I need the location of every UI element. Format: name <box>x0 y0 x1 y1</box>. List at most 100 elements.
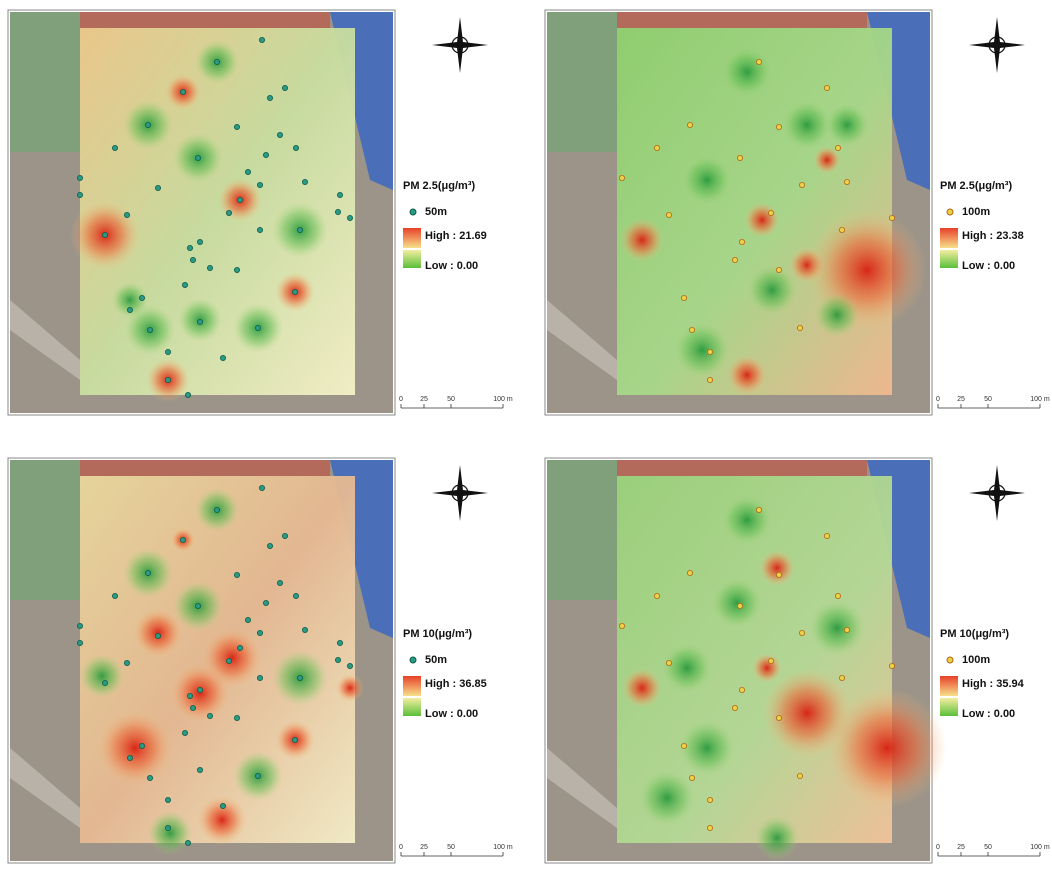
sensor-point <box>180 89 185 94</box>
sensor-point <box>190 705 195 710</box>
legend-low-ramp <box>403 698 421 716</box>
sensor-point <box>190 257 195 262</box>
sensor-point <box>245 617 250 622</box>
sensor-point <box>112 593 117 598</box>
scale-label: 50 <box>984 844 992 851</box>
aerial-green <box>547 460 617 600</box>
map-figure: PM 2.5(μg/m³)50mHigh : 21.69Low : 0.0002… <box>0 0 1052 866</box>
sensor-point <box>707 349 712 354</box>
sensor-point <box>187 693 192 698</box>
sensor-point <box>197 239 202 244</box>
sensor-point <box>257 182 262 187</box>
sensor-point <box>102 680 107 685</box>
legend-high-ramp <box>940 228 958 248</box>
hotspot <box>712 578 762 628</box>
sensor-point <box>797 773 802 778</box>
legend-high: High : 21.69 <box>425 230 487 242</box>
sensor-point <box>687 122 692 127</box>
sensor-point <box>182 730 187 735</box>
sensor-point <box>282 533 287 538</box>
map-panel: PM 2.5(μg/m³)100mHigh : 23.38Low : 0.000… <box>545 10 1050 415</box>
sensor-point <box>102 232 107 237</box>
sensor-point <box>145 122 150 127</box>
hotspot <box>727 355 767 395</box>
sensor-point <box>234 124 239 129</box>
roof-red <box>617 12 867 28</box>
sensor-point <box>165 349 170 354</box>
sensor-point <box>768 658 773 663</box>
hotspot <box>752 653 782 683</box>
sensor-point <box>689 327 694 332</box>
hotspot <box>809 600 865 656</box>
scale-label: 100 m <box>493 844 513 851</box>
sensor-point <box>180 537 185 542</box>
sensor-point <box>293 145 298 150</box>
hotspot <box>97 710 173 786</box>
sensor-point <box>155 185 160 190</box>
sensor-point <box>139 743 144 748</box>
sensor-point <box>257 630 262 635</box>
sensor-point <box>234 572 239 577</box>
hotspot <box>170 663 230 723</box>
sensor-point <box>267 95 272 100</box>
legend-sensor: 100m <box>962 206 990 218</box>
sensor-point <box>776 267 781 272</box>
sensor-point <box>112 145 117 150</box>
hotspot <box>148 811 192 855</box>
sensor-point <box>737 155 742 160</box>
sensor-point <box>214 507 219 512</box>
sensor-point <box>756 59 761 64</box>
scale-label: 25 <box>957 396 965 403</box>
sensor-point <box>237 197 242 202</box>
sensor-point <box>799 182 804 187</box>
sensor-point <box>739 687 744 692</box>
sensor-point <box>292 289 297 294</box>
hotspot <box>80 654 124 698</box>
sensor-point <box>147 775 152 780</box>
north-arrow <box>432 465 488 521</box>
sensor-point <box>234 715 239 720</box>
legend-high: High : 35.94 <box>962 678 1025 690</box>
sensor-point <box>165 377 170 382</box>
sensor-point <box>165 797 170 802</box>
hotspot <box>747 265 797 315</box>
legend-low-ramp <box>940 250 958 268</box>
scale-label: 0 <box>399 396 403 403</box>
north-arrow <box>432 17 488 73</box>
north-arrow-star <box>969 465 1025 521</box>
hotspot <box>827 688 947 808</box>
scale-label: 50 <box>447 844 455 851</box>
scale-label: 25 <box>420 396 428 403</box>
hotspot <box>815 293 859 337</box>
scale-label: 100 m <box>1030 396 1050 403</box>
sensor-point <box>234 267 239 272</box>
sensor-point <box>666 660 671 665</box>
scale-label: 0 <box>936 844 940 851</box>
sensor-point <box>182 282 187 287</box>
sensor-point <box>824 533 829 538</box>
scale-label: 100 m <box>493 396 513 403</box>
north-arrow <box>969 465 1025 521</box>
sensor-point <box>207 265 212 270</box>
hotspot <box>662 643 712 693</box>
sensor-point <box>732 705 737 710</box>
legend-high-ramp <box>403 228 421 248</box>
north-arrow <box>969 17 1025 73</box>
sensor-point <box>147 327 152 332</box>
sensor-point <box>776 715 781 720</box>
sensor-point <box>187 245 192 250</box>
hotspot <box>744 202 780 238</box>
map-panel: PM 10(μg/m³)50mHigh : 36.85Low : 0.00025… <box>8 458 513 863</box>
sensor-point <box>619 175 624 180</box>
hotspot <box>679 720 735 776</box>
hotspot <box>722 47 772 97</box>
sensor-point <box>165 825 170 830</box>
legend-dot <box>410 657 416 663</box>
scale-label: 0 <box>936 396 940 403</box>
sensor-point <box>654 145 659 150</box>
roof-red <box>80 460 330 476</box>
aerial-green <box>10 12 80 152</box>
sensor-point <box>267 543 272 548</box>
sensor-point <box>197 687 202 692</box>
